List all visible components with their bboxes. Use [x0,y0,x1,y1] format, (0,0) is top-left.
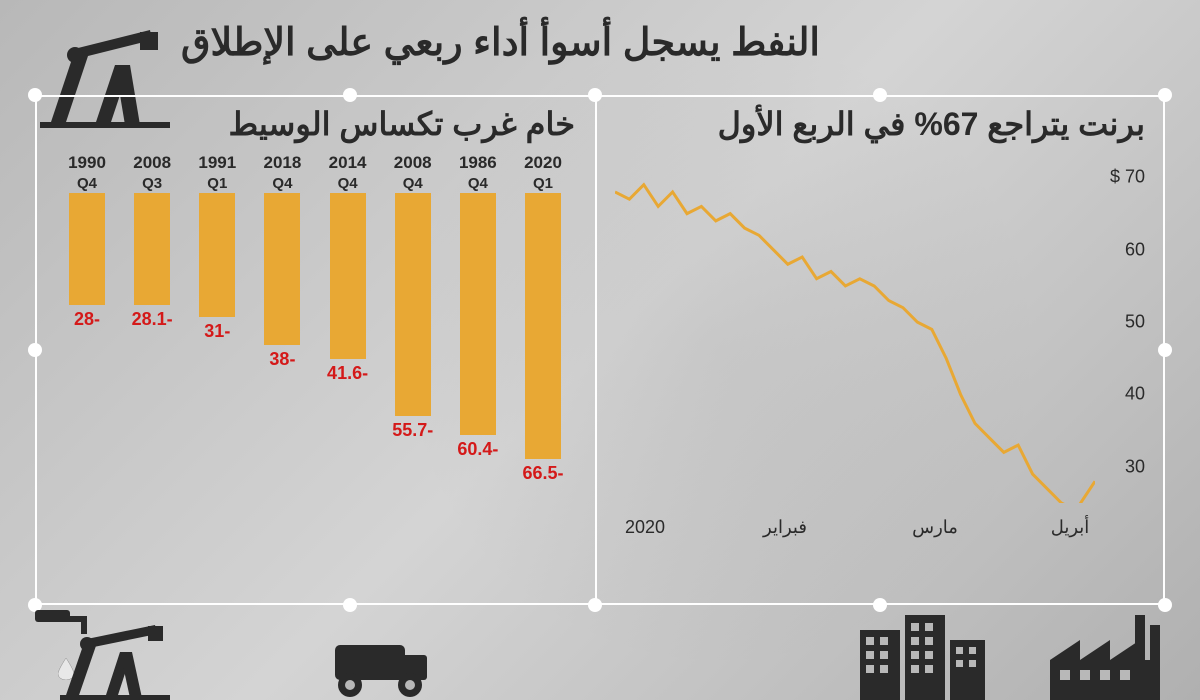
line-chart-area: 70 $60504030 2020فبرايرمارسأبريل [615,153,1145,533]
bar-column: -55.7 [386,193,440,493]
bar-column: -38 [255,193,309,493]
factory-icon [1040,610,1170,700]
line-chart-title: برنت يتراجع 67% في الربع الأول [615,105,1145,143]
frame-dot [28,343,42,357]
main-title: النفط يسجل أسوأ أداء ربعي على الإطلاق [181,20,820,65]
frame-dot [1158,343,1172,357]
bar-value-label: -66.5 [522,463,563,484]
bar-value-label: -55.7 [392,420,433,441]
bar [525,193,561,459]
bar-year-label: 1986Q4 [451,153,505,193]
bar [460,193,496,435]
frame-dot [343,88,357,102]
frame-dot [588,88,602,102]
bar-chart-title: خام غرب تكساس الوسيط [55,105,575,143]
brent-line-panel: برنت يتراجع 67% في الربع الأول 70 $ 60 50 4… [615,105,1145,565]
bar-value-label: -38 [269,349,295,370]
bar-column: -28 [60,193,114,493]
frame-dot [1158,88,1172,102]
bar-column: -60.4 [451,193,505,493]
bar-column: -31 [190,193,244,493]
bar [330,193,366,359]
x-tick-label: مارس [912,517,958,538]
oil-pump-bottom-icon [60,610,200,700]
bar-column: -28.1 [125,193,179,493]
bar [134,193,170,305]
bar [264,193,300,345]
y-tick-label: 60 [1125,239,1145,260]
bar-year-label: 2020Q1 [516,153,570,193]
x-tick-label: فبراير [763,517,807,538]
line-chart-svg [615,163,1095,503]
frame-divider [595,95,597,605]
frame-dot [873,88,887,102]
bar [199,193,235,317]
bar-year-row: 2020Q1 1986Q4 2008Q4 2014Q4 2018Q4 1991Q1 2008… [55,153,575,193]
x-tick-label: أبريل [1051,517,1090,538]
y-tick-label: 40 [1125,384,1145,405]
y-tick-label: 50 [1125,312,1145,333]
bar-year-label: 2008Q3 [125,153,179,193]
bar-value-label: -28.1 [132,309,173,330]
bar-year-label: 2018Q4 [255,153,309,193]
bar-value-label: -28 [74,309,100,330]
x-tick-label: 2020 [625,517,665,538]
bar-year-label: 2014Q4 [321,153,375,193]
bar-year-label: 1990Q4 [60,153,114,193]
frame-dot [28,88,42,102]
wti-bar-panel: خام غرب تكساس الوسيط 2020Q11986Q42008Q42… [55,105,575,565]
bottom-silhouettes [0,605,1200,700]
bar-year-label: 1991Q1 [190,153,244,193]
bar [69,193,105,305]
bar-value-label: -31 [204,321,230,342]
bar [395,193,431,416]
bars-container: -66.5 -60.4 -55.7 -41.6 -38 -31 -28.1 -28 [55,193,575,493]
bar-column: -66.5 [516,193,570,493]
bar-value-label: -60.4 [457,439,498,460]
y-tick-label: 30 [1125,456,1145,477]
bar-value-label: -41.6 [327,363,368,384]
brent-price-line [615,185,1095,503]
y-tick-label: 70 $ [1110,167,1145,188]
buildings-icon [850,605,1000,700]
bar-year-label: 2008Q4 [386,153,440,193]
truck-icon [320,625,440,700]
bar-column: -41.6 [321,193,375,493]
